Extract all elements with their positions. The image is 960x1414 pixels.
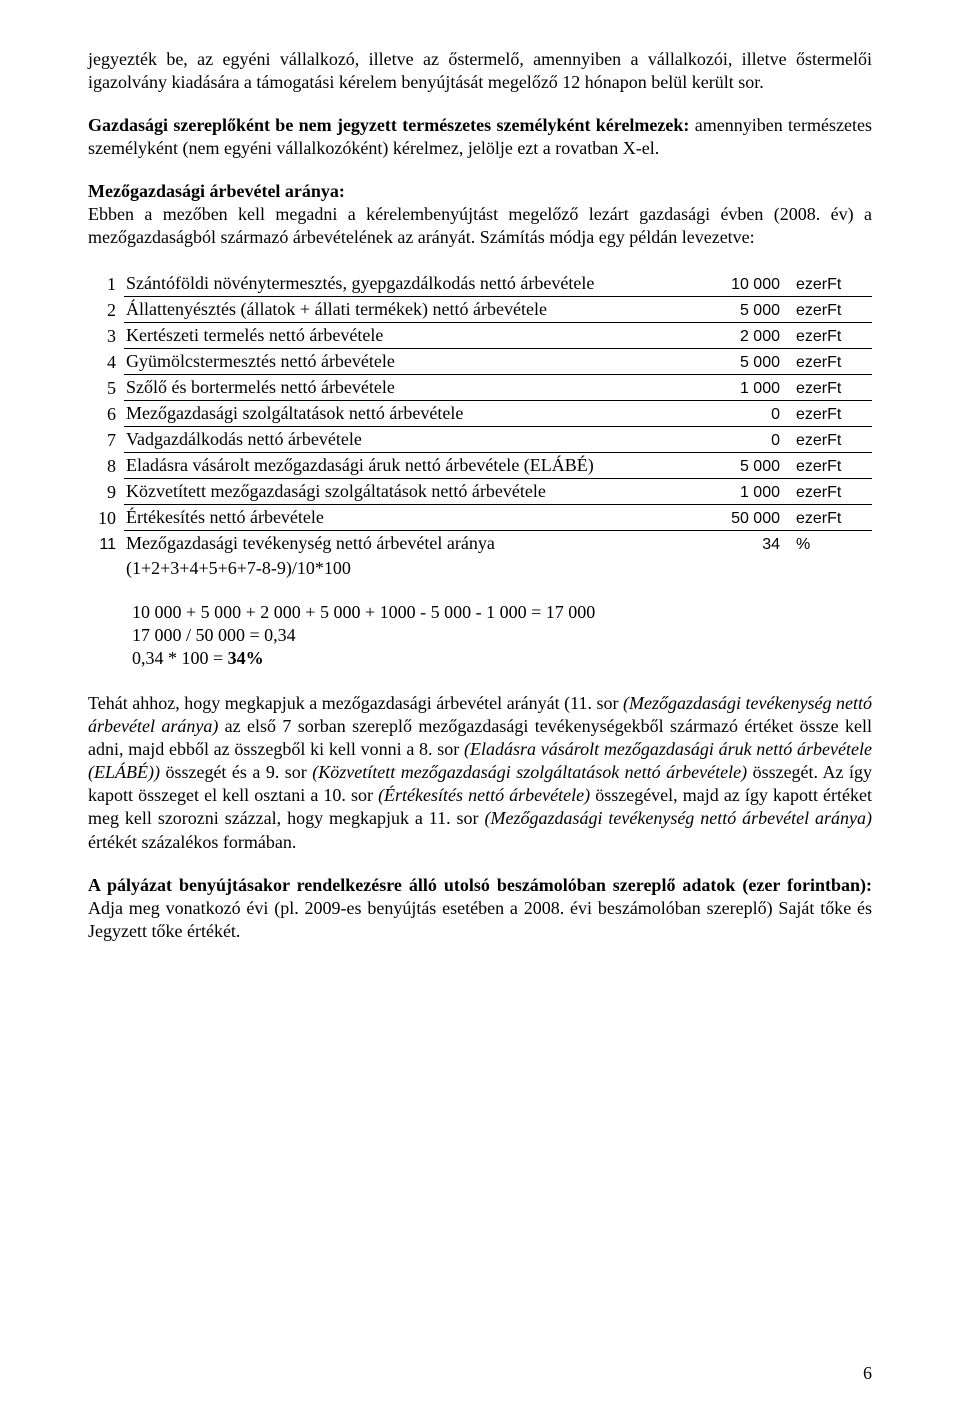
row-label: Közvetített mezőgazdasági szolgáltatások… (124, 479, 698, 505)
paragraph-1: jegyezték be, az egyéni vállalkozó, ille… (88, 48, 872, 94)
paragraph-5: A pályázat benyújtásakor rendelkezésre á… (88, 874, 872, 943)
row-unit: ezerFt (786, 479, 872, 505)
row-value: 1 000 (698, 479, 786, 505)
table-row: 2Állattenyésztés (állatok + állati termé… (88, 297, 872, 323)
table-row: 10Értékesítés nettó árbevétele50 000ezer… (88, 505, 872, 531)
row-value: 34 (698, 531, 786, 557)
table-row: 9Közvetített mezőgazdasági szolgáltatáso… (88, 479, 872, 505)
p4-f: értékét százalékos formában. (88, 832, 296, 852)
row-label: Szántóföldi növénytermesztés, gyepgazdál… (124, 271, 698, 297)
p4-i5: (Mezőgazdasági tevékenység nettó árbevét… (484, 808, 872, 828)
paragraph-3-rest: Ebben a mezőben kell megadni a kérelembe… (88, 204, 872, 247)
row-index: 6 (88, 401, 124, 427)
row-unit: % (786, 531, 872, 557)
table-row: (1+2+3+4+5+6+7-8-9)/10*100 (88, 556, 872, 581)
row-value: 5 000 (698, 453, 786, 479)
row-value: 1 000 (698, 375, 786, 401)
row-label: Szőlő és bortermelés nettó árbevétele (124, 375, 698, 401)
document-page: jegyezték be, az egyéni vállalkozó, ille… (0, 0, 960, 1414)
table-row: 5Szőlő és bortermelés nettó árbevétele1 … (88, 375, 872, 401)
row-index: 7 (88, 427, 124, 453)
p4-i3: (Közvetített mezőgazdasági szolgáltatáso… (312, 762, 747, 782)
page-number: 6 (863, 1363, 872, 1384)
row-value: 5 000 (698, 297, 786, 323)
row-label: Értékesítés nettó árbevétele (124, 505, 698, 531)
paragraph-2: Gazdasági szereplőként be nem jegyzett t… (88, 114, 872, 160)
row-unit: ezerFt (786, 297, 872, 323)
paragraph-2-lead: Gazdasági szereplőként be nem jegyzett t… (88, 115, 689, 135)
paragraph-4: Tehát ahhoz, hogy megkapjuk a mezőgazdas… (88, 692, 872, 853)
row-unit: ezerFt (786, 401, 872, 427)
row-unit: ezerFt (786, 349, 872, 375)
revenue-table: 1Szántóföldi növénytermesztés, gyepgazdá… (88, 271, 872, 581)
paragraph-5-lead: A pályázat benyújtásakor rendelkezésre á… (88, 875, 872, 895)
table-row: 3Kertészeti termelés nettó árbevétele2 0… (88, 323, 872, 349)
row-unit: ezerFt (786, 505, 872, 531)
table-row: 11Mezőgazdasági tevékenység nettó árbevé… (88, 531, 872, 557)
row-label: (1+2+3+4+5+6+7-8-9)/10*100 (124, 556, 698, 581)
row-label: Kertészeti termelés nettó árbevétele (124, 323, 698, 349)
row-label: Mezőgazdasági szolgáltatások nettó árbev… (124, 401, 698, 427)
row-label: Vadgazdálkodás nettó árbevétele (124, 427, 698, 453)
row-label: Gyümölcstermesztés nettó árbevétele (124, 349, 698, 375)
paragraph-3-lead: Mezőgazdasági árbevétel aránya: (88, 181, 345, 201)
row-index: 11 (88, 531, 124, 557)
row-unit: ezerFt (786, 323, 872, 349)
row-unit: ezerFt (786, 375, 872, 401)
calc-line-3-result: 34% (228, 648, 264, 668)
row-index: 10 (88, 505, 124, 531)
calc-line-2: 17 000 / 50 000 = 0,34 (132, 625, 296, 645)
p4-i4: (Értékesítés nettó árbevétele) (378, 785, 590, 805)
table-row: 1Szántóföldi növénytermesztés, gyepgazdá… (88, 271, 872, 297)
row-label: Állattenyésztés (állatok + állati termék… (124, 297, 698, 323)
table-row: 6Mezőgazdasági szolgáltatások nettó árbe… (88, 401, 872, 427)
calc-line-3-pre: 0,34 * 100 = (132, 648, 228, 668)
row-index: 3 (88, 323, 124, 349)
p4-c: összegét és a 9. sor (160, 762, 312, 782)
row-index: 2 (88, 297, 124, 323)
p4-a: Tehát ahhoz, hogy megkapjuk a mezőgazdas… (88, 693, 623, 713)
table-row: 7Vadgazdálkodás nettó árbevétele0ezerFt (88, 427, 872, 453)
paragraph-5-rest: Adja meg vonatkozó évi (pl. 2009-es beny… (88, 898, 872, 941)
row-index: 4 (88, 349, 124, 375)
row-value: 5 000 (698, 349, 786, 375)
row-label: Mezőgazdasági tevékenység nettó árbevéte… (124, 531, 698, 557)
row-unit: ezerFt (786, 427, 872, 453)
row-index: 5 (88, 375, 124, 401)
table-row: 8Eladásra vásárolt mezőgazdasági áruk ne… (88, 453, 872, 479)
paragraph-3: Mezőgazdasági árbevétel aránya: Ebben a … (88, 180, 872, 249)
row-value: 0 (698, 427, 786, 453)
calculation-block: 10 000 + 5 000 + 2 000 + 5 000 + 1000 - … (132, 601, 872, 670)
row-unit: ezerFt (786, 271, 872, 297)
row-unit: ezerFt (786, 453, 872, 479)
row-value: 50 000 (698, 505, 786, 531)
row-value: 0 (698, 401, 786, 427)
row-value: 2 000 (698, 323, 786, 349)
row-label: Eladásra vásárolt mezőgazdasági áruk net… (124, 453, 698, 479)
table-row: 4Gyümölcstermesztés nettó árbevétele5 00… (88, 349, 872, 375)
row-value: 10 000 (698, 271, 786, 297)
row-index: 1 (88, 271, 124, 297)
row-index: 8 (88, 453, 124, 479)
row-index: 9 (88, 479, 124, 505)
calc-line-1: 10 000 + 5 000 + 2 000 + 5 000 + 1000 - … (132, 602, 595, 622)
